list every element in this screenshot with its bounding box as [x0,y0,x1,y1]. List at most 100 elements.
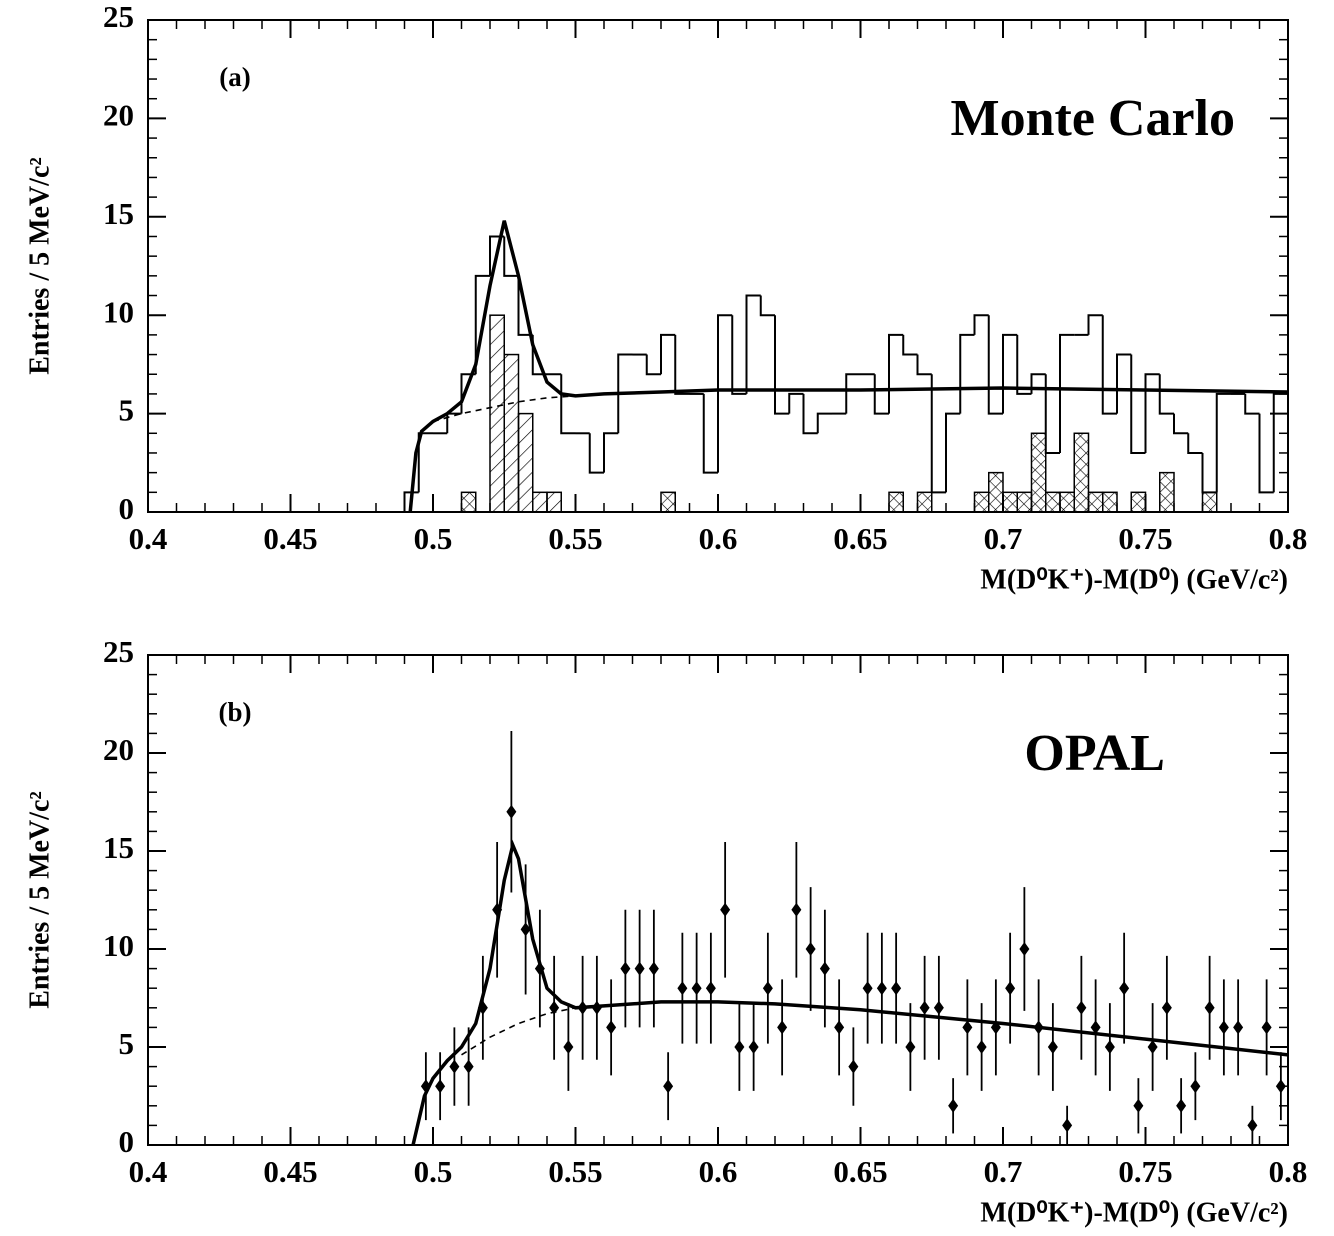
histogram-bin [1158,374,1174,415]
histogram-bin [517,275,533,336]
y-axis-label: Entries / 5 MeV/c² [24,157,55,375]
histogram-bin [788,392,804,414]
histogram-bin [759,295,775,317]
histogram-bin [617,353,633,434]
data-point [1019,942,1030,956]
y-tick-label: 20 [103,732,134,767]
data-point [834,1020,845,1035]
data-point [549,1000,560,1015]
fit-curve [411,839,1289,1146]
data-point [734,1040,745,1054]
data-point [1275,1079,1286,1094]
histogram-bin [845,373,861,414]
plot-frame [147,654,1289,1146]
histogram-bin [517,412,534,513]
y-tick-label: 10 [103,294,134,329]
histogram-bin [560,374,576,435]
histogram-bin [988,471,1004,513]
data-point [848,1059,859,1074]
x-tick-label: 0.4 [129,521,168,556]
x-tick-label: 0.45 [263,1154,317,1189]
histogram-bin [503,236,519,277]
x-tick-label: 0.5 [414,1154,453,1189]
x-tick-label: 0.55 [548,521,602,556]
histogram-bin [774,315,790,415]
panel: 0.4 0.45 0.5 0.55 0.6 0.65 0.7 0.75 0.8 0 5 10 15 20 2… [24,0,1307,595]
histogram-bin [1215,392,1231,493]
histogram-bin [1087,491,1104,513]
histogram-bin [1130,491,1147,513]
x-tick-label: 0.6 [699,1154,738,1189]
x-tick-label: 0.55 [548,1154,602,1189]
x-axis-label: M(D⁰K⁺)-M(D⁰) (GeV/c²) [980,1197,1288,1228]
histogram-bin [1002,333,1018,414]
plot-frame [147,19,1289,513]
histogram-bin [1087,314,1103,335]
histogram-bin [816,412,832,434]
histogram-bin [1272,392,1289,512]
histogram-bin [1144,373,1160,453]
data-point [905,1040,916,1054]
histogram-bin [1073,432,1090,513]
histogram-bin [731,315,747,395]
histogram-bin [916,491,933,513]
histogram-bin [588,433,604,474]
data-point [1161,1000,1172,1015]
histogram-bin [460,491,477,513]
histogram-bin [745,294,761,394]
data-point [1133,1098,1144,1113]
histogram-bin [603,432,619,473]
histogram-bin [702,393,718,474]
y-tick-label: 15 [103,196,134,231]
histogram-bin [446,412,462,434]
histogram-bin [1016,334,1032,395]
data-point [962,1020,973,1035]
data-point [791,902,802,917]
data-point [720,902,731,917]
data-point [463,1059,474,1074]
histogram-bin [546,491,562,513]
data-point [449,1059,460,1074]
data-point [919,1000,930,1015]
panel-label: (b) [219,697,252,727]
histogram-bin [802,393,818,435]
data-point [1204,1000,1215,1015]
data-point [777,1020,788,1035]
histogram-bin [1130,354,1146,454]
histogram-bin [973,314,989,335]
y-axis-label: Entries / 5 MeV/c² [24,791,55,1009]
histogram-bin [417,432,433,493]
data-point [620,961,631,976]
data-point [1076,1000,1087,1015]
data-point [933,1000,944,1015]
y-tick-label: 5 [119,1026,135,1061]
data-point [819,961,830,976]
data-point [876,981,887,996]
histogram-bin [674,334,690,395]
histogram-bin [717,314,733,473]
x-tick-label: 0.7 [984,1154,1023,1189]
x-axis-label: M(D⁰K⁺)-M(D⁰) (GeV/c²) [980,564,1288,595]
data-point [691,981,702,996]
data-point [862,981,873,996]
histogram-bin [973,491,990,513]
histogram-bin [1030,373,1046,394]
histogram-bin [1101,315,1117,415]
data-point [606,1020,617,1035]
histogram-bin [660,333,676,375]
fit-curve [461,1005,605,1056]
histogram-bin [645,354,661,376]
histogram-bin [1045,491,1061,513]
data-point [520,922,531,937]
data-point [762,981,773,996]
data-point [948,1098,959,1113]
histogram-bin [916,354,932,376]
histogram-bin [1173,413,1189,435]
data-point [805,942,816,956]
data-point [1261,1020,1272,1035]
y-tick-label: 25 [103,634,134,669]
data-point [891,981,902,996]
histogram-bin [902,334,918,356]
data-point [663,1079,674,1094]
annotation: Monte Carlo [951,90,1235,147]
